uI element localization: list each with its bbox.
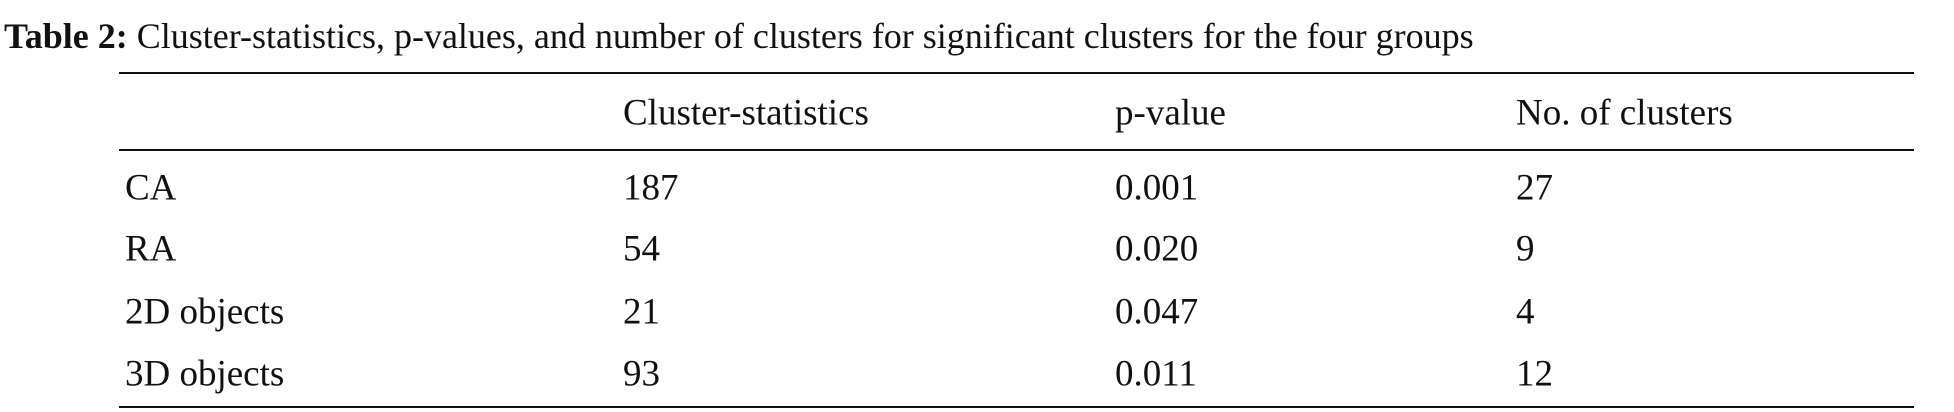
row-label: CA <box>125 167 177 209</box>
table-cell: 27 <box>1516 167 1553 209</box>
bottom-rule <box>119 406 1914 408</box>
row-label: 3D objects <box>125 353 285 395</box>
table-cell: 54 <box>623 228 660 270</box>
column-header: Cluster-statistics <box>623 92 869 134</box>
row-label: 2D objects <box>125 291 285 333</box>
header-rule <box>119 149 1914 151</box>
table-cell: 9 <box>1516 228 1535 270</box>
table-cell: 0.011 <box>1115 353 1197 395</box>
column-header: p-value <box>1115 92 1226 134</box>
table-cell: 0.001 <box>1115 167 1199 209</box>
table-cell: 4 <box>1516 291 1535 333</box>
table-cell: 93 <box>623 353 660 395</box>
caption-text: Cluster-statistics, p-values, and number… <box>136 16 1474 56</box>
table-cell: 12 <box>1516 353 1553 395</box>
column-header: No. of clusters <box>1516 92 1733 134</box>
table-cell: 21 <box>623 291 660 333</box>
caption: Table 2: Cluster-statistics, p-values, a… <box>4 18 1474 54</box>
caption-label: Table 2: <box>4 16 128 56</box>
table-cell: 0.020 <box>1115 228 1199 270</box>
table-cell: 0.047 <box>1115 291 1199 333</box>
top-rule <box>119 72 1914 74</box>
table-cell: 187 <box>623 167 679 209</box>
row-label: RA <box>125 228 177 270</box>
